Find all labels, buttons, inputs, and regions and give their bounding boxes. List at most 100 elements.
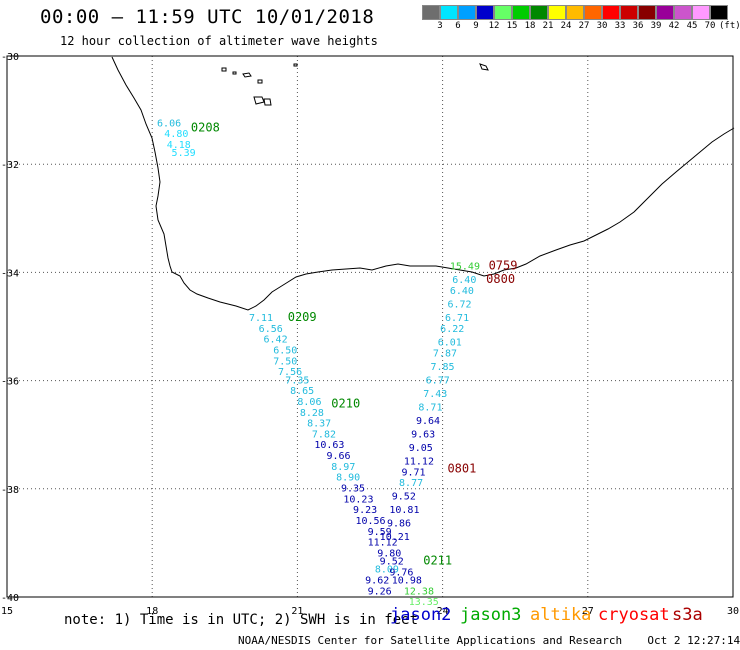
- observation-layer: 6.064.804.185.39 7.116.566.426.507.507.56…: [157, 118, 517, 608]
- island-3: [242, 72, 252, 78]
- wave-height-value: 8.77: [399, 478, 423, 489]
- wave-height-value: 6.77: [426, 375, 450, 386]
- pass-time-label: 0209: [288, 310, 317, 324]
- wave-height-value: 9.62: [365, 575, 389, 586]
- wave-height-value: 9.05: [409, 443, 433, 454]
- wave-height-value: 7.35: [285, 375, 309, 386]
- pass-time-label: 0759: [489, 259, 518, 273]
- satellite-s3a: s3a: [672, 605, 703, 625]
- wave-height-value: 9.64: [416, 416, 440, 427]
- lat-lon-grid: 15 18 21 24 27 30 -30 -32 -34 -36 -38 -40: [1, 52, 739, 617]
- lat-tick-label: -34: [1, 268, 19, 279]
- wave-height-value: 6.71: [445, 313, 469, 324]
- page-subtitle: 12 hour collection of altimeter wave hei…: [60, 34, 378, 48]
- scale-label: 9: [473, 21, 479, 31]
- wave-height-value: 11.12: [368, 538, 398, 549]
- timestamp-text: Oct 2 12:27:14 UTC 2018: [647, 634, 740, 647]
- satellite-cryosat: cryosat: [598, 605, 670, 625]
- credit-text: NOAA/NESDIS Center for Satellite Applica…: [238, 634, 623, 647]
- coastline-path: [111, 56, 735, 311]
- satellite-jason2: jason2: [390, 605, 452, 625]
- wave-height-value: 7.50: [273, 356, 297, 367]
- scale-swatch: [692, 5, 710, 20]
- wave-height-value: 10.23: [343, 494, 373, 505]
- satellite-jason3: jason3: [460, 605, 522, 625]
- wave-height-value: 6.72: [447, 300, 471, 311]
- scale-swatch: [638, 5, 656, 20]
- scale-label: 42: [668, 21, 680, 31]
- lat-tick-label: -40: [1, 593, 19, 604]
- lat-tick-label: -36: [1, 377, 19, 388]
- island-4: [257, 79, 263, 84]
- scale-swatch: [674, 5, 692, 20]
- satellite-altika: altika: [530, 605, 592, 625]
- lon-tick-label: 15: [1, 606, 13, 617]
- wave-height-value: 8.09: [375, 565, 399, 576]
- scale-label: 36: [632, 21, 644, 31]
- scale-swatch: [602, 5, 620, 20]
- pass-time-label: 0211: [423, 554, 452, 568]
- scale-unit: (ft): [719, 21, 740, 31]
- wave-height-value: 8.06: [297, 397, 321, 408]
- wave-height-value: 6.06: [157, 118, 181, 129]
- wave-height-value: 9.52: [380, 557, 404, 568]
- island-2: [232, 71, 237, 75]
- pass-time-label: 0801: [447, 462, 476, 476]
- island-8: [479, 63, 489, 71]
- scale-label: 45: [686, 21, 698, 31]
- wave-height-value: 9.26: [368, 586, 392, 597]
- wave-height-value: 11.12: [404, 456, 434, 467]
- lon-tick-label: 18: [146, 606, 158, 617]
- scale-label: 39: [650, 21, 662, 31]
- scale-label: 18: [524, 21, 536, 31]
- wave-height-value: 9.59: [368, 527, 392, 538]
- wave-height-value: 9.80: [377, 548, 401, 559]
- wave-height-value: 9.66: [326, 451, 350, 462]
- wave-height-value: 10.98: [392, 575, 422, 586]
- wave-height-value: 6.40: [452, 275, 476, 286]
- scale-label: 27: [578, 21, 590, 31]
- wave-height-value: 7.87: [433, 348, 457, 359]
- scale-swatch: [422, 5, 440, 20]
- scale-swatch: [710, 5, 728, 20]
- wave-height-value: 9.76: [389, 567, 413, 578]
- wave-height-value: 15.49: [450, 262, 480, 273]
- wave-height-value: 7.82: [312, 429, 336, 440]
- wave-height-value: 8.37: [307, 419, 331, 430]
- pass-time-label: 0208: [191, 121, 220, 135]
- note-text: note: 1) Time is in UTC; 2) SWH is in fe…: [64, 612, 419, 628]
- lon-tick-label: 27: [582, 606, 594, 617]
- wave-height-value: 7.56: [278, 367, 302, 378]
- pass-time-label: 0210: [331, 397, 360, 411]
- wave-height-value: 4.80: [164, 129, 188, 140]
- wave-height-value: 6.22: [440, 324, 464, 335]
- scale-swatch: [656, 5, 674, 20]
- scale-label: 15: [506, 21, 518, 31]
- wave-height-value: 9.52: [392, 492, 416, 503]
- wave-height-value: 9.35: [341, 484, 365, 495]
- scale-swatch: [548, 5, 566, 20]
- scale-label: 12: [488, 21, 500, 31]
- wave-height-value: 6.01: [438, 337, 462, 348]
- scale-swatch: [494, 5, 512, 20]
- scale-swatch: [476, 5, 494, 20]
- page-title: 00:00 – 11:59 UTC 10/01/2018: [40, 6, 375, 28]
- wave-height-value: 6.42: [264, 335, 288, 346]
- wave-height-value: 10.63: [314, 440, 344, 451]
- scale-label: 21: [542, 21, 554, 31]
- wave-height-value: 10.81: [389, 505, 419, 516]
- island-6: [263, 98, 272, 106]
- scale-swatch: [620, 5, 638, 20]
- scale-label: 70: [704, 21, 716, 31]
- scale-swatch: [512, 5, 530, 20]
- lon-tick-label: 24: [437, 606, 449, 617]
- wave-height-value: 6.50: [273, 346, 297, 357]
- wave-height-value: 7.43: [423, 389, 447, 400]
- scale-label: 24: [560, 21, 572, 31]
- wave-height-value: 6.40: [450, 286, 474, 297]
- scale-label: 6: [455, 21, 461, 31]
- wave-height-value: 7.11: [249, 313, 273, 324]
- wave-height-value: 9.71: [401, 467, 425, 478]
